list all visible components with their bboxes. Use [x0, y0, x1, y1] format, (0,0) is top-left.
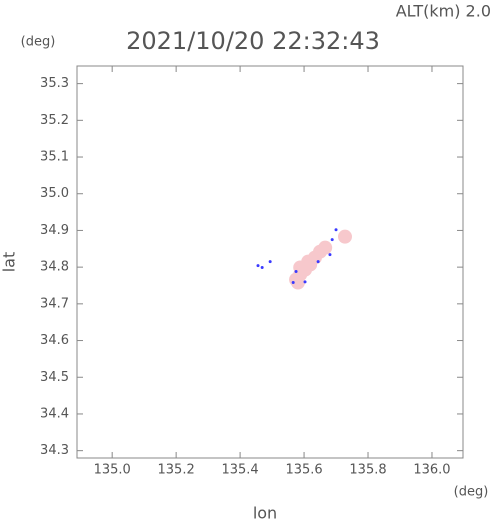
echo-point — [328, 253, 332, 257]
x-tick-label: 135.2 — [158, 463, 195, 478]
y-label: lat — [0, 252, 19, 273]
y-tick-label: 34.7 — [40, 296, 69, 311]
y-tick-label: 34.8 — [40, 260, 69, 275]
y-tick-label: 34.6 — [40, 333, 69, 348]
echo-point — [268, 260, 272, 264]
echo-point — [290, 275, 305, 290]
echo-point — [301, 254, 316, 269]
y-tick-label: 35.0 — [40, 186, 69, 201]
echo-point — [256, 264, 260, 268]
y-tick-label: 34.9 — [40, 223, 69, 238]
echo-point — [316, 260, 320, 264]
altitude-label: ALT(km) 2.0 — [396, 2, 491, 21]
x-tick-label: 135.8 — [349, 463, 386, 478]
x-tick-label: 135.0 — [94, 463, 131, 478]
y-tick-label: 35.2 — [40, 113, 69, 128]
echo-point — [303, 280, 307, 284]
echo-point — [291, 281, 295, 285]
x-unit: (deg) — [454, 485, 489, 500]
y-tick-label: 34.3 — [40, 443, 69, 458]
x-label: lon — [253, 504, 277, 522]
x-tick-label: 135.4 — [221, 463, 258, 478]
echo-point — [337, 229, 352, 244]
plot-frame — [76, 65, 464, 459]
echo-point — [260, 266, 264, 270]
chart-title: 2021/10/20 22:32:43 — [126, 27, 380, 55]
echo-point — [318, 240, 333, 255]
y-tick-label: 35.3 — [40, 76, 69, 91]
x-tick-label: 135.6 — [285, 463, 322, 478]
y-tick-label: 34.4 — [40, 406, 69, 421]
echo-point — [330, 238, 334, 242]
y-tick-label: 34.5 — [40, 370, 69, 385]
y-unit: (deg) — [21, 35, 56, 50]
echo-point — [334, 228, 338, 232]
echo-point — [294, 270, 298, 274]
y-tick-label: 35.1 — [40, 150, 69, 165]
x-tick-label: 136.0 — [413, 463, 450, 478]
